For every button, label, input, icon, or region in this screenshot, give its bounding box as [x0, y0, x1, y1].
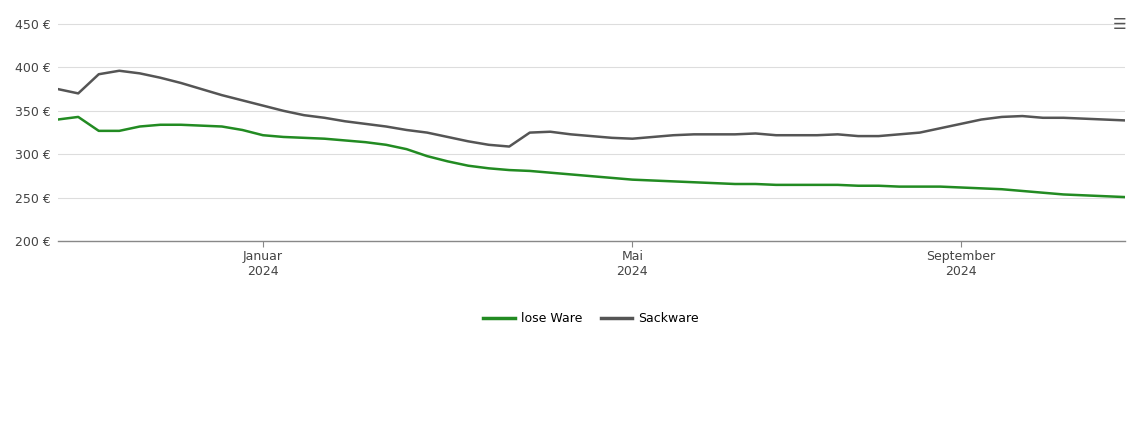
- Legend: lose Ware, Sackware: lose Ware, Sackware: [479, 307, 705, 330]
- Text: ☰: ☰: [1113, 17, 1126, 33]
